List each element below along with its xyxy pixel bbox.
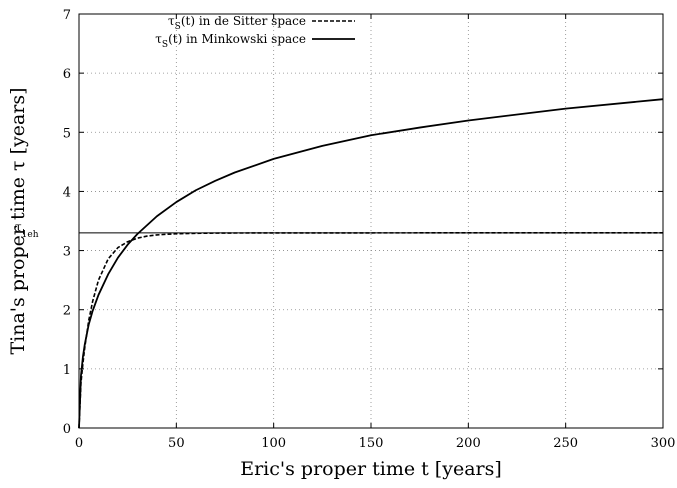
y-tick-label: 0	[63, 422, 71, 437]
x-tick-label: 300	[651, 436, 676, 451]
x-tick-label: 250	[553, 436, 578, 451]
y-tick-label: 7	[63, 8, 71, 23]
legend-label-1: τS(t) in Minkowski space	[155, 32, 306, 50]
y-tick-label: 4	[63, 185, 71, 200]
y-tick-label: 6	[63, 67, 71, 82]
series-line-1	[78, 98, 664, 429]
x-tick-label: 0	[75, 436, 83, 451]
legend-label-0: τS(t) in de Sitter space	[168, 14, 306, 32]
x-tick-label: 50	[168, 436, 185, 451]
x-axis-title: Eric's proper time t [years]	[240, 458, 502, 480]
series-group	[78, 98, 664, 429]
event-horizon-label: τ1eh	[15, 220, 39, 240]
x-tick-label: 150	[359, 436, 384, 451]
axis-ticks: 0 50 100 150 200 250 300 0 1 2 3 4 5 6 7	[63, 8, 676, 451]
x-tick-label: 100	[261, 436, 286, 451]
y-tick-label: 5	[63, 126, 71, 141]
y-tick-label: 2	[63, 304, 71, 319]
y-tick-label: 3	[63, 245, 71, 260]
y-axis-title: Tina's proper time τ [years]	[7, 87, 29, 354]
plot-frame	[78, 13, 664, 429]
y-tick-label: 1	[63, 363, 71, 378]
grid-lines	[79, 14, 663, 428]
x-tick-label: 200	[456, 436, 481, 451]
